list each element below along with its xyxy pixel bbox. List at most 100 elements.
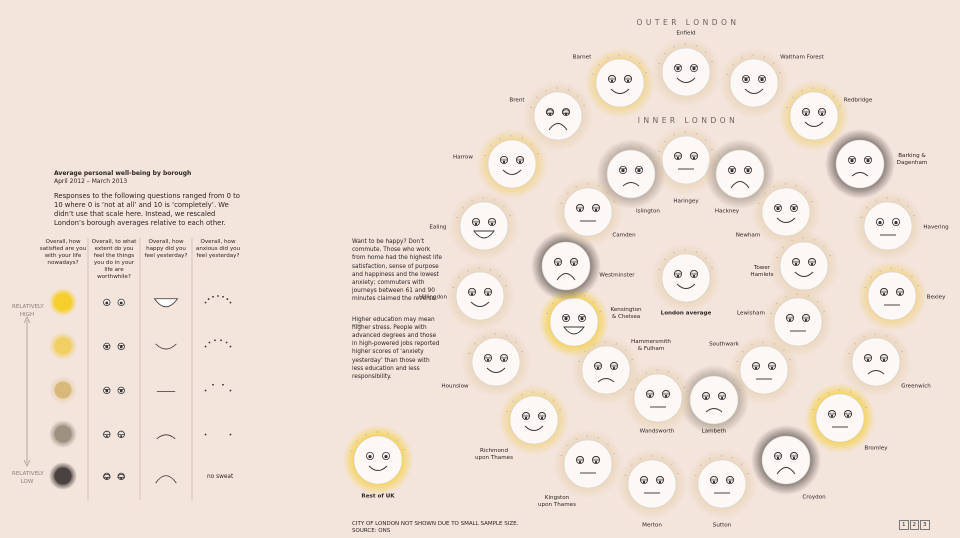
footer-line: SOURCE: ONS	[352, 528, 391, 534]
arrow-heads	[23, 316, 31, 467]
eyelid	[639, 476, 649, 481]
eyelid	[701, 392, 711, 397]
face	[499, 385, 569, 455]
pupil	[676, 67, 680, 71]
face	[687, 449, 757, 519]
pupil	[596, 366, 600, 370]
anxiety-tick	[658, 150, 661, 152]
eyelid	[791, 258, 801, 263]
legend-eyes	[103, 342, 125, 351]
pupil	[384, 455, 388, 459]
anxiety-tick	[810, 449, 814, 451]
legend-column-header: Overall, how anxious did you feel yester…	[195, 239, 241, 259]
face-disc	[689, 375, 739, 425]
pupil	[490, 222, 494, 226]
anxiety-tick	[870, 276, 872, 279]
anxiety-tick	[838, 105, 842, 107]
borough-label: Southwark	[709, 341, 739, 348]
anxiety-tick	[402, 449, 406, 451]
legend-dot	[54, 381, 72, 399]
anxiety-tick	[773, 433, 775, 436]
footer-line: CITY OF LONDON NOT SHOWN DUE TO SMALL SA…	[352, 521, 519, 527]
anxiety-tick	[350, 450, 353, 452]
pupil	[610, 79, 614, 83]
pupil	[730, 169, 734, 173]
anxiety-tick	[514, 341, 517, 344]
mouth	[804, 121, 824, 127]
anxiety-tick	[812, 408, 815, 410]
anxiety-tick	[695, 250, 697, 254]
anxiety-tick	[471, 199, 473, 202]
face	[651, 243, 721, 313]
anxiety-tick	[742, 350, 744, 353]
anxiety-tick	[644, 72, 648, 74]
anxiety-tick	[630, 464, 632, 467]
anxiety-tick	[645, 371, 647, 374]
legend-anxiety-dot	[229, 433, 232, 436]
anxiety-tick	[704, 257, 707, 260]
anxiety-tick	[710, 267, 714, 269]
borough-label: Waltham Forest	[780, 54, 824, 61]
no-anxiety-label: no sweat	[207, 474, 234, 480]
borough-label: Greenwich	[901, 383, 931, 390]
eyelid	[751, 362, 761, 367]
face	[705, 139, 775, 209]
mouth	[563, 326, 585, 335]
face	[853, 191, 923, 261]
note-paragraph: Higher education may mean higher stress.…	[352, 316, 440, 381]
borough-label: Haringey	[673, 198, 699, 205]
mouth	[867, 370, 885, 375]
borough-label: Hackney	[714, 208, 740, 215]
borough-label: Westminster	[599, 272, 635, 279]
eyelid	[499, 354, 509, 359]
page-button[interactable]: 2	[909, 520, 919, 530]
page-button[interactable]: 1	[899, 520, 909, 530]
face-disc	[867, 271, 917, 321]
eyelid	[103, 430, 111, 435]
pupil	[760, 78, 764, 82]
legend-anxiety-dot	[229, 389, 232, 392]
anxiety-tick	[474, 342, 476, 345]
anxiety-tick	[670, 463, 673, 466]
mouth	[473, 230, 495, 239]
face	[523, 81, 593, 151]
pupil	[744, 78, 748, 82]
pupil	[486, 358, 490, 362]
pupil	[692, 67, 696, 71]
anxiety-tick	[676, 377, 679, 380]
note-paragraph: Want to be happy? Don’t commute. Those w…	[352, 239, 442, 303]
pupil	[898, 292, 902, 296]
pupil	[788, 318, 792, 322]
page-button[interactable]: 3	[920, 520, 930, 530]
anxiety-tick	[810, 201, 814, 203]
borough-label: Hammersmith & Fulham	[631, 339, 671, 352]
anxiety-tick	[828, 255, 832, 257]
eyelid	[863, 354, 873, 359]
anxiety-tick	[791, 239, 793, 242]
pupil	[658, 480, 662, 484]
anxiety-tick	[910, 275, 913, 278]
face-disc	[633, 373, 683, 423]
anxiety-tick	[468, 352, 471, 354]
anxiety-tick	[575, 437, 577, 440]
anxiety-tick	[822, 245, 825, 248]
anxiety-tick	[751, 343, 753, 346]
face	[553, 429, 623, 499]
anxiety-tick	[490, 144, 492, 147]
anxiety-tick	[452, 286, 455, 288]
mouth	[776, 217, 796, 223]
eyelid	[807, 258, 817, 263]
anxiety-tick	[694, 474, 697, 476]
borough-label: Bromley	[864, 445, 888, 452]
eyelid	[575, 456, 585, 461]
mouth	[730, 181, 750, 189]
face	[825, 129, 895, 199]
face-disc	[739, 345, 789, 395]
anxiety-tick	[695, 132, 697, 136]
legend-dot	[54, 337, 72, 355]
pupil	[830, 414, 834, 418]
eyelid	[689, 270, 699, 275]
anxiety-tick	[682, 387, 686, 389]
pupil	[578, 208, 582, 212]
legend-dot	[54, 425, 72, 443]
